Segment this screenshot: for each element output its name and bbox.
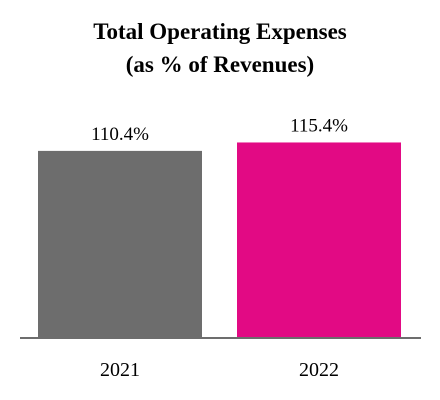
- data-label-2022: 115.4%: [290, 115, 348, 136]
- chart-title: Total Operating Expenses: [93, 19, 347, 44]
- bar-2022: [237, 142, 401, 337]
- bar-2021: [38, 150, 202, 337]
- chart-subtitle: (as % of Revenues): [125, 52, 315, 77]
- x-tick-label-2021: 2021: [100, 359, 140, 381]
- data-label-2021: 110.4%: [91, 124, 149, 145]
- x-tick-label-2022: 2022: [299, 359, 339, 381]
